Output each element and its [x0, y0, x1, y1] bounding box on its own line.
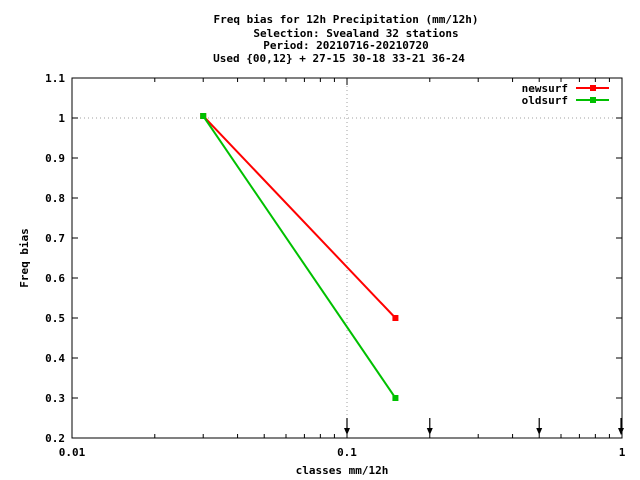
- x-tick-label: 1: [619, 446, 626, 459]
- x-tick-labels: 0.01 0.1 1: [59, 446, 626, 459]
- y-tick-label: 0.7: [45, 232, 65, 245]
- chart-title-line-1: Freq bias for 12h Precipitation (mm/12h): [214, 13, 479, 26]
- class-arrows: [344, 418, 624, 435]
- series-layer: [200, 113, 399, 401]
- data-point-oldsurf: [392, 395, 399, 401]
- class-arrow-head: [536, 428, 543, 435]
- grid: [72, 78, 622, 438]
- y-tick-label: 0.8: [45, 192, 65, 205]
- y-tick-label: 0.9: [45, 152, 65, 165]
- data-point-newsurf: [392, 315, 399, 321]
- x-axis-label: classes mm/12h: [296, 464, 389, 477]
- x-tick-label: 0.01: [59, 446, 86, 459]
- x-tick-label: 0.1: [337, 446, 357, 459]
- y-axis-label: Freq bias: [18, 228, 31, 288]
- series-line-oldsurf: [202, 115, 397, 399]
- class-arrow-head: [426, 428, 433, 435]
- legend-label-oldsurf: oldsurf: [522, 94, 568, 107]
- legend-marker-oldsurf: [590, 97, 596, 103]
- chart-title-line-2: Selection: Svealand 32 stations: [253, 27, 458, 40]
- y-tick-label: 0.5: [45, 312, 65, 325]
- data-point-oldsurf: [200, 113, 207, 119]
- chart-title-line-3: Period: 20210716-20210720: [263, 39, 429, 52]
- y-tick-label: 0.3: [45, 392, 65, 405]
- legend-label-newsurf: newsurf: [522, 82, 568, 95]
- y-tick-label: 1.1: [45, 72, 65, 85]
- plot-frame: [71, 77, 623, 439]
- y-tick-label: 0.4: [45, 352, 65, 365]
- legend-marker-newsurf: [590, 85, 596, 91]
- y-tick-label: 0.6: [45, 272, 65, 285]
- y-tick-label: 1: [58, 112, 65, 125]
- y-tick-labels: 0.2 0.3 0.4 0.5 0.6 0.7 0.8 0.9 1 1.1: [45, 72, 65, 445]
- chart-title-line-4: Used {00,12} + 27-15 30-18 33-21 36-24: [213, 52, 465, 65]
- series-line-newsurf: [202, 115, 397, 319]
- class-arrow-head: [344, 428, 350, 435]
- y-tick-label: 0.2: [45, 432, 65, 445]
- class-arrow-head: [618, 428, 624, 435]
